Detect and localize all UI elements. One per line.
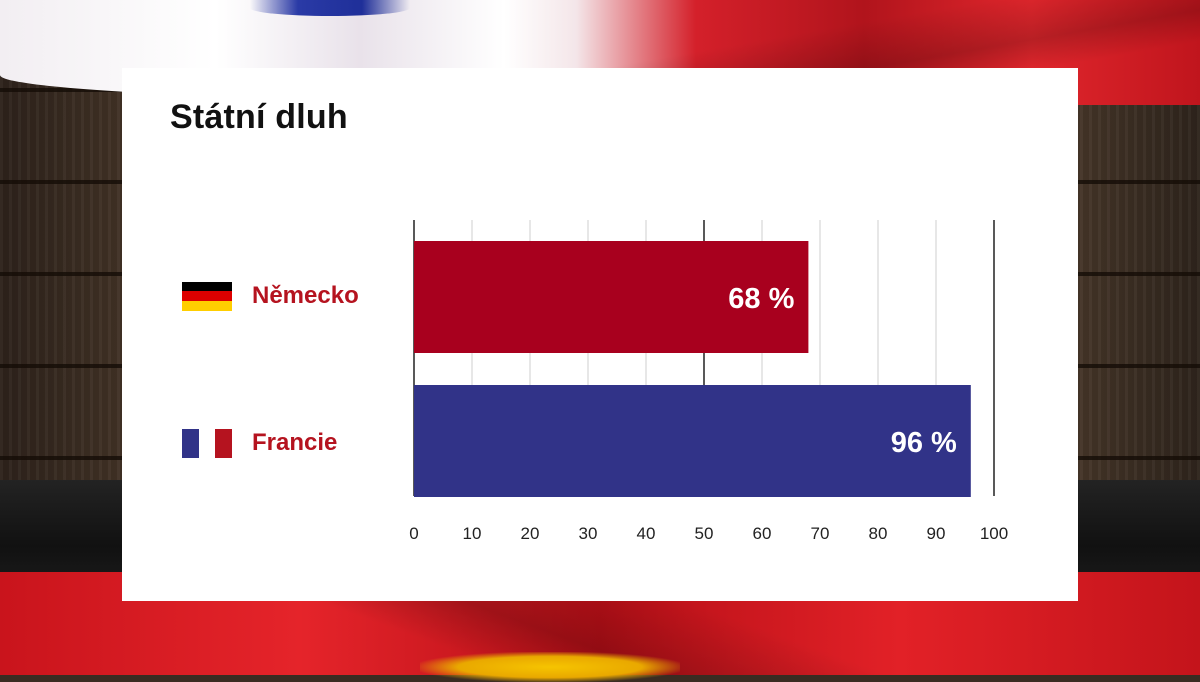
data-label: 96 % [891, 427, 957, 459]
category-label: Francie [252, 429, 338, 456]
bar-chart: 68 % 96 % 0 10 20 30 40 50 60 70 80 90 100 [409, 220, 1008, 543]
category-label: Německo [252, 282, 359, 309]
data-label: 68 % [728, 283, 794, 315]
tick-label: 60 [753, 524, 772, 543]
tick-label: 20 [521, 524, 540, 543]
german-flag-gold-fabric [420, 652, 680, 682]
tick-label: 30 [579, 524, 598, 543]
tick-label: 50 [695, 524, 714, 543]
germany-flag-icon [182, 281, 232, 311]
tick-label: 90 [927, 524, 946, 543]
tick-label: 40 [637, 524, 656, 543]
french-flag-blue-fold [250, 0, 410, 16]
tick-label: 10 [463, 524, 482, 543]
france-flag-icon [182, 428, 233, 458]
chart-card: Státní dluh 68 % 96 % 0 10 20 30 40 50 60 70 80 90 1… [122, 68, 1078, 601]
tick-label: 80 [869, 524, 888, 543]
row-label-france: Francie [182, 423, 337, 463]
bar [414, 241, 809, 353]
chart-title: Státní dluh [170, 98, 348, 136]
row-label-germany: Německo [182, 276, 359, 316]
tick-label: 70 [811, 524, 830, 543]
bar [414, 385, 971, 497]
tick-label: 0 [409, 524, 418, 543]
tick-label: 100 [980, 524, 1008, 543]
